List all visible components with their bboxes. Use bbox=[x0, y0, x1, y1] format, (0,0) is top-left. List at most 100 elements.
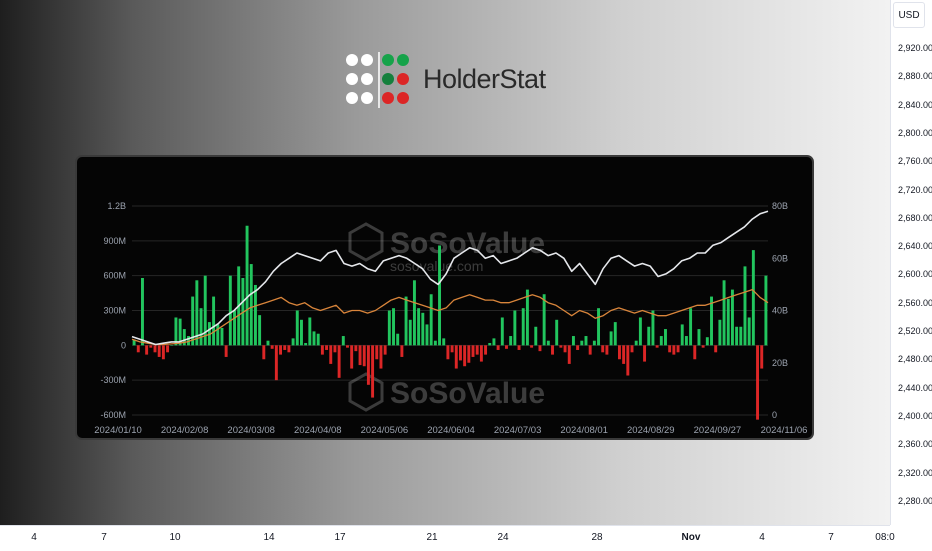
flow-bar bbox=[212, 296, 216, 346]
flow-bar bbox=[346, 345, 349, 348]
flow-bar bbox=[684, 336, 688, 346]
flow-bar bbox=[559, 345, 563, 348]
flow-bar bbox=[517, 345, 521, 350]
price-tick-label: 2,640.00 bbox=[898, 241, 932, 252]
right-axis-tick: 80B bbox=[772, 201, 788, 211]
price-tick-label: 2,720.00 bbox=[898, 184, 932, 195]
price-tick-label: 2,480.00 bbox=[898, 354, 932, 365]
flow-bar bbox=[241, 277, 245, 346]
flow-bar bbox=[605, 345, 609, 355]
price-axis[interactable] bbox=[890, 0, 932, 525]
flow-bar bbox=[421, 312, 425, 346]
flow-bar bbox=[479, 345, 483, 362]
flow-bar bbox=[538, 345, 542, 352]
flow-bar bbox=[664, 329, 667, 346]
flow-bar bbox=[153, 345, 157, 353]
flow-bar bbox=[655, 345, 659, 348]
flow-bar bbox=[387, 310, 391, 346]
currency-selector[interactable]: USD bbox=[893, 2, 925, 28]
flow-bar bbox=[199, 308, 203, 346]
logo-text: HolderStat bbox=[423, 64, 546, 94]
flow-bar bbox=[283, 345, 287, 350]
flow-bar bbox=[647, 326, 651, 346]
flow-bar bbox=[551, 345, 554, 355]
flow-bar bbox=[245, 225, 249, 346]
flow-bar bbox=[488, 343, 492, 346]
price-tick-label: 2,680.00 bbox=[898, 212, 932, 223]
flow-bar bbox=[697, 329, 701, 346]
x-axis-tick: 2024/07/03 bbox=[494, 425, 542, 436]
left-axis-tick: 0 bbox=[121, 340, 126, 350]
flow-bar bbox=[371, 345, 375, 398]
flow-bar bbox=[266, 340, 270, 346]
flow-bar bbox=[730, 289, 734, 346]
time-tick-label: 10 bbox=[169, 532, 181, 543]
flow-bar bbox=[525, 289, 529, 346]
flow-bar bbox=[492, 338, 496, 346]
flow-bar bbox=[450, 345, 454, 353]
flow-bar bbox=[191, 296, 195, 346]
price-tick-label: 2,440.00 bbox=[898, 382, 932, 393]
flow-bar bbox=[613, 322, 617, 346]
flow-bar bbox=[534, 326, 538, 346]
flow-bar bbox=[672, 345, 676, 355]
flow-bar bbox=[484, 345, 488, 355]
flow-bar bbox=[701, 345, 705, 348]
flow-bar bbox=[626, 345, 630, 376]
flow-bar bbox=[396, 333, 400, 346]
flow-bar bbox=[751, 250, 755, 346]
right-axis-tick: 60B bbox=[772, 253, 788, 263]
time-tick-label: 7 bbox=[101, 532, 107, 543]
left-axis-tick: -600M bbox=[100, 410, 126, 420]
flow-bar bbox=[739, 326, 743, 346]
flow-bar bbox=[258, 315, 262, 346]
x-axis-tick: 2024/02/08 bbox=[161, 425, 209, 436]
flow-bar bbox=[735, 326, 739, 346]
time-tick-label: 24 bbox=[497, 532, 509, 543]
flow-bar bbox=[316, 333, 320, 346]
flow-bar bbox=[726, 298, 730, 346]
price-tick-label: 2,800.00 bbox=[898, 127, 932, 138]
flow-bar bbox=[325, 345, 329, 350]
time-axis[interactable] bbox=[0, 525, 890, 551]
flow-bar bbox=[563, 345, 567, 353]
time-tick-label: Nov bbox=[681, 532, 701, 543]
flow-bar bbox=[454, 345, 458, 369]
right-axis-tick: 0 bbox=[772, 410, 777, 420]
flow-bar bbox=[630, 345, 634, 353]
flow-bar bbox=[689, 308, 693, 346]
flow-bar bbox=[220, 327, 224, 346]
flow-bar bbox=[580, 340, 584, 346]
flow-bar bbox=[170, 345, 174, 346]
flow-bar bbox=[571, 336, 575, 346]
flow-bar bbox=[446, 345, 450, 360]
x-axis-tick: 2024/03/08 bbox=[227, 425, 275, 436]
left-axis-tick: 900M bbox=[103, 236, 126, 246]
x-axis-tick: 2024/04/08 bbox=[294, 425, 342, 436]
flow-bar bbox=[718, 319, 722, 346]
flow-bar bbox=[756, 345, 759, 420]
flow-bar bbox=[500, 317, 504, 346]
flow-bar bbox=[203, 275, 207, 346]
flow-bar bbox=[157, 345, 161, 357]
price-tick-label: 2,280.00 bbox=[898, 495, 932, 506]
flow-bar bbox=[592, 340, 596, 346]
flow-bar bbox=[291, 338, 295, 346]
sosovalue-logo-icon bbox=[348, 222, 384, 262]
price-tick-label: 2,320.00 bbox=[898, 467, 932, 478]
flow-bar bbox=[178, 318, 182, 346]
flow-bar bbox=[542, 294, 546, 346]
flow-bar bbox=[412, 280, 416, 346]
flow-bar bbox=[643, 345, 647, 362]
flow-bar bbox=[714, 345, 718, 353]
price-tick-label: 2,560.00 bbox=[898, 297, 932, 308]
flow-bar bbox=[408, 319, 412, 346]
flow-bar bbox=[279, 345, 282, 355]
flow-bar bbox=[609, 331, 613, 346]
price-tick-label: 2,840.00 bbox=[898, 99, 932, 110]
time-tick-label: 08:0 bbox=[875, 532, 895, 543]
x-axis-tick: 2024/08/29 bbox=[627, 425, 675, 436]
flow-bar bbox=[760, 345, 764, 369]
price-line bbox=[131, 210, 769, 346]
